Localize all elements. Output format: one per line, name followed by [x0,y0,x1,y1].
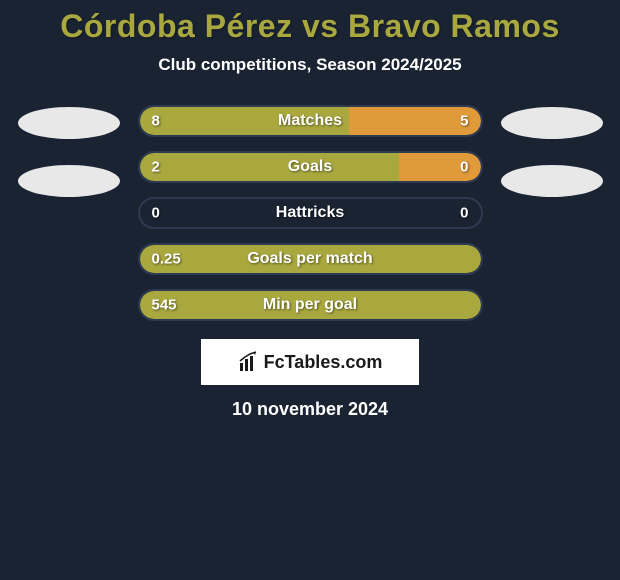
stat-row: 0.25 Goals per match [138,243,483,275]
stat-row: 0 Hattricks 0 [138,197,483,229]
stat-bar-left [140,153,399,181]
stat-row: 545 Min per goal [138,289,483,321]
stat-row: 8 Matches 5 [138,105,483,137]
branding-banner: FcTables.com [201,339,419,385]
stat-value-right: 5 [460,113,468,130]
stat-value-left: 0.25 [152,251,181,268]
stat-label: Goals per match [247,250,372,268]
comparison-subtitle: Club competitions, Season 2024/2025 [10,55,610,75]
branding-text: FcTables.com [264,352,383,373]
player1-avatar [18,107,120,139]
stat-value-right: 0 [460,205,468,222]
stat-value-left: 8 [152,113,160,130]
stat-label: Hattricks [276,204,344,222]
player2-avatar [501,107,603,139]
right-avatar-col [501,105,603,197]
chart-icon [238,351,260,373]
footer-date: 10 november 2024 [10,399,610,420]
stat-value-right: 0 [460,159,468,176]
stat-bars: 8 Matches 5 2 Goals 0 0 Hattricks 0 0.25 Goals per… [138,105,483,321]
stat-row: 2 Goals 0 [138,151,483,183]
stat-label: Matches [278,112,342,130]
stats-area: 8 Matches 5 2 Goals 0 0 Hattricks 0 0.25 Goals per… [10,105,610,321]
stat-value-left: 545 [152,297,177,314]
player2-team-avatar [501,165,603,197]
stat-value-left: 0 [152,205,160,222]
stat-label: Goals [288,158,332,176]
stat-value-left: 2 [152,159,160,176]
left-avatar-col [18,105,120,197]
stat-label: Min per goal [263,296,357,314]
comparison-title: Córdoba Pérez vs Bravo Ramos [10,8,610,45]
player1-team-avatar [18,165,120,197]
